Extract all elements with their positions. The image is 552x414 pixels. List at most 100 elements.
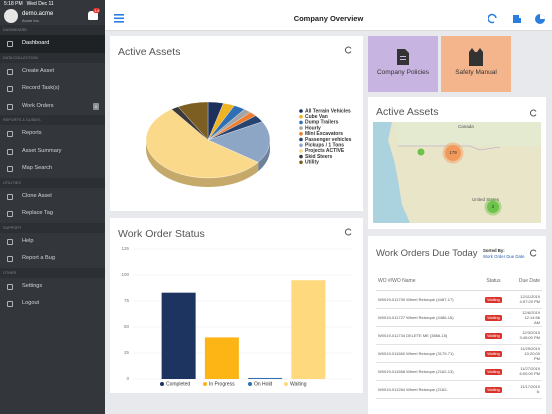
avatar (4, 9, 18, 23)
header-row: WO #/WO Name Status Due Date (376, 272, 542, 291)
menu-section: UTILITIES (0, 177, 105, 188)
tile[interactable]: Safety Manual (441, 36, 511, 92)
cell: W0019-011668 Wheel Retorque (2162-13) (376, 362, 471, 381)
cell: 12/11/2019 4:57:29 PM (516, 290, 542, 309)
document-icon (397, 49, 409, 65)
user-name: demo.acme (22, 11, 54, 17)
menu-label: Dashboard (22, 40, 50, 46)
menu-icon (7, 193, 13, 200)
menu-item[interactable]: Reports (0, 125, 105, 143)
cell: W0019-011727 Wheel Retorque (4486-16) (376, 308, 471, 327)
menu-item[interactable]: Record Task(s) (0, 80, 105, 98)
menu-icon (7, 238, 13, 245)
menu-label: Record Task(s) (22, 85, 60, 91)
page-title: Company Overview (293, 14, 364, 23)
bell-icon[interactable] (88, 11, 98, 20)
menu-item[interactable]: Report a Bug (0, 250, 105, 268)
status-badge: Waiting (485, 296, 502, 303)
status-badge: Waiting (485, 332, 502, 339)
menu-item[interactable]: Create Asset (0, 63, 105, 81)
panel-title: Active Assets (376, 106, 439, 118)
menu-item[interactable]: Settings (0, 278, 105, 296)
cell: Waiting (471, 290, 516, 309)
status-badge: Waiting (485, 350, 502, 357)
menu-item[interactable]: Dashboard (0, 35, 105, 53)
cell: W0019-011790 Wheel Retorque (4487-17) (376, 290, 471, 309)
menu-icon (7, 68, 13, 75)
menu-badge: 0 (92, 102, 99, 110)
cell: 11/29/2019 10:20:00 PM (516, 344, 542, 363)
notification-badge: 14 (93, 8, 101, 13)
date: Wed Dec 11 (26, 1, 54, 7)
menu-icon (7, 41, 13, 47)
panel-title: Work Order Status (118, 228, 205, 240)
cell: 11/27/2019 6:00:00 PM (516, 362, 542, 381)
table-row[interactable]: W0019-011727 Wheel Retorque (4486-16) Wai… (376, 308, 542, 327)
menu-icon (7, 131, 13, 137)
cell: Waiting (471, 362, 516, 381)
menu-item[interactable]: Logout (0, 295, 105, 313)
menu-label: Report a Bug (22, 255, 55, 261)
tile-label: Safety Manual (455, 69, 497, 76)
table-row[interactable]: W0019-011668 Wheel Retorque (2162-13) Wai… (376, 362, 542, 381)
menu-section: OTHER (0, 267, 105, 278)
vest-icon (469, 48, 483, 66)
tile-label: Company Policies (376, 69, 430, 76)
menu-icon (7, 301, 13, 307)
due-table: WO #/WO Name Status Due Date W0019-011790 W… (376, 272, 542, 399)
menu-item[interactable]: Work Orders 0 (0, 98, 105, 116)
panel-title: Work Orders Due Today (376, 248, 478, 259)
menu-icon (7, 256, 13, 262)
work-order-status-panel: Work Order Status (110, 218, 363, 393)
status-badge: Waiting (485, 386, 502, 393)
cell: Waiting (471, 326, 516, 345)
menu: DASHBOARD Dashboard DATA COLLECTION Create … (0, 25, 105, 313)
sort-value[interactable]: Work Order Due Date (483, 254, 525, 259)
menu-section: REPORTS & GUIDES (0, 115, 105, 125)
menu-icon (7, 166, 13, 172)
status-bar: 5:18 PM Wed Dec 11 (4, 1, 58, 7)
active-assets-panel: Active Assets (110, 36, 363, 211)
top-bar: Company Overview (105, 0, 552, 31)
tile[interactable]: Company Policies (368, 36, 438, 92)
table-row[interactable]: W0019-011660 Wheel Retorque (3179-71) Wai… (376, 344, 542, 363)
menu-icon (7, 103, 13, 110)
menu-label: Work Orders (22, 102, 54, 109)
cell: 12/3/2019 3:45:00 PM (516, 326, 542, 345)
column-header: Due Date (516, 272, 542, 291)
menu-label: Logout (22, 300, 40, 306)
menu-section: DATA COLLECTION (0, 52, 105, 63)
menu-item[interactable]: Help (0, 233, 105, 251)
status-badge: Waiting (485, 368, 502, 375)
menu-label: Help (22, 237, 34, 244)
cell: Waiting (471, 308, 516, 327)
menu-item[interactable]: Replace Tag (0, 205, 105, 223)
menu-label: Create Asset (22, 67, 55, 74)
menu-label: Clone Asset (22, 192, 52, 199)
map-panel: Active Assets (368, 97, 546, 229)
menu-icon (7, 283, 13, 290)
user-area[interactable]: demo.acme Acme Inc. 14 (0, 8, 105, 25)
cell: W0019-011284 Wheel Retorque (2162- (376, 380, 471, 399)
time: 5:18 PM (4, 1, 23, 7)
menu-icon (7, 211, 13, 217)
menu-label: Asset Summary (22, 147, 62, 154)
column-header: Status (471, 272, 516, 291)
toolbar-icons[interactable] (488, 13, 548, 25)
cell: 12/6/2019 12:14:56 AM (516, 308, 542, 327)
sidebar: 5:18 PM Wed Dec 11 demo.acme Acme Inc. 14… (0, 0, 105, 414)
cell: Waiting (471, 380, 516, 399)
cell: W0019-011660 Wheel Retorque (3179-71) (376, 344, 471, 363)
menu-item[interactable]: Map Search (0, 160, 105, 178)
table-row[interactable]: W0019-011790 Wheel Retorque (4487-17) Wai… (376, 290, 542, 309)
menu-label: Map Search (22, 165, 53, 171)
table-row[interactable]: W0019-011734 DELETE ME (3866-15) Waiting 1… (376, 326, 542, 345)
menu-button[interactable] (114, 14, 124, 23)
menu-item[interactable]: Clone Asset (0, 188, 105, 206)
menu-icon (7, 86, 13, 92)
status-badge: Waiting (485, 314, 502, 321)
table-row[interactable]: W0019-011284 Wheel Retorque (2162- Waitin… (376, 380, 542, 399)
menu-item[interactable]: Asset Summary (0, 143, 105, 161)
sort-label: Sorted By: (483, 248, 505, 253)
